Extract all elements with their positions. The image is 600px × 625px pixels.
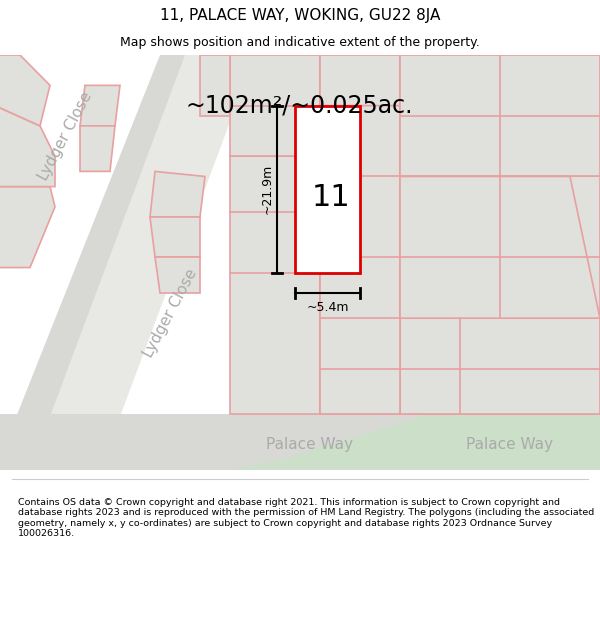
Polygon shape	[320, 318, 600, 414]
Text: Contains OS data © Crown copyright and database right 2021. This information is : Contains OS data © Crown copyright and d…	[18, 498, 594, 538]
Text: ~5.4m: ~5.4m	[306, 301, 349, 314]
Polygon shape	[320, 55, 400, 106]
Polygon shape	[150, 217, 200, 258]
Polygon shape	[80, 86, 120, 126]
Text: Palace Way: Palace Way	[266, 438, 353, 452]
Polygon shape	[155, 258, 200, 293]
Text: Map shows position and indicative extent of the property.: Map shows position and indicative extent…	[120, 36, 480, 49]
Text: 11: 11	[311, 183, 350, 212]
Polygon shape	[400, 176, 600, 318]
Text: 11, PALACE WAY, WOKING, GU22 8JA: 11, PALACE WAY, WOKING, GU22 8JA	[160, 8, 440, 23]
Polygon shape	[400, 55, 600, 176]
Text: Lydger Close: Lydger Close	[35, 89, 95, 183]
Text: ~21.9m: ~21.9m	[260, 164, 274, 214]
Polygon shape	[230, 55, 320, 156]
Polygon shape	[30, 55, 255, 470]
Polygon shape	[320, 106, 400, 181]
Polygon shape	[150, 171, 205, 217]
Text: Lydger Close: Lydger Close	[140, 266, 200, 360]
Bar	[0, 414, 600, 470]
Polygon shape	[320, 176, 400, 414]
Text: ~102m²/~0.025ac.: ~102m²/~0.025ac.	[185, 94, 413, 118]
Polygon shape	[400, 318, 600, 414]
Polygon shape	[230, 156, 320, 414]
Bar	[295, 106, 360, 272]
Polygon shape	[80, 126, 115, 171]
Polygon shape	[0, 55, 50, 126]
Polygon shape	[0, 187, 55, 268]
Polygon shape	[400, 176, 600, 318]
Polygon shape	[0, 106, 55, 187]
Polygon shape	[200, 389, 600, 470]
Text: Palace Way: Palace Way	[467, 438, 554, 452]
Polygon shape	[0, 55, 230, 470]
Polygon shape	[200, 55, 230, 116]
